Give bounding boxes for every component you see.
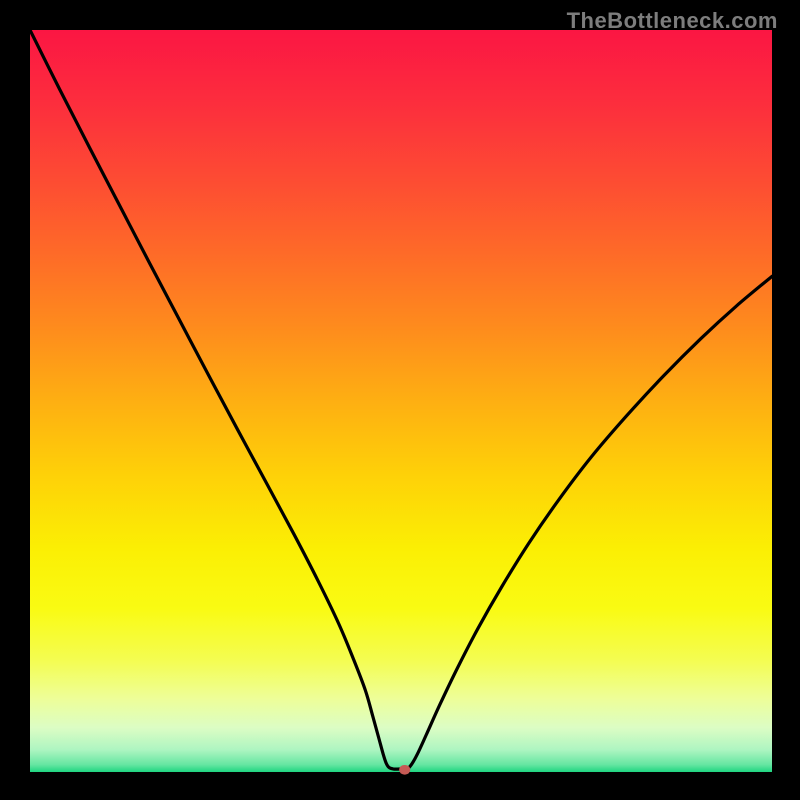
bottleneck-curve: [30, 30, 772, 769]
optimum-marker: [399, 765, 410, 775]
figure-root: TheBottleneck.com: [0, 0, 800, 800]
curve-overlay: [0, 0, 800, 800]
watermark-text: TheBottleneck.com: [567, 8, 778, 34]
